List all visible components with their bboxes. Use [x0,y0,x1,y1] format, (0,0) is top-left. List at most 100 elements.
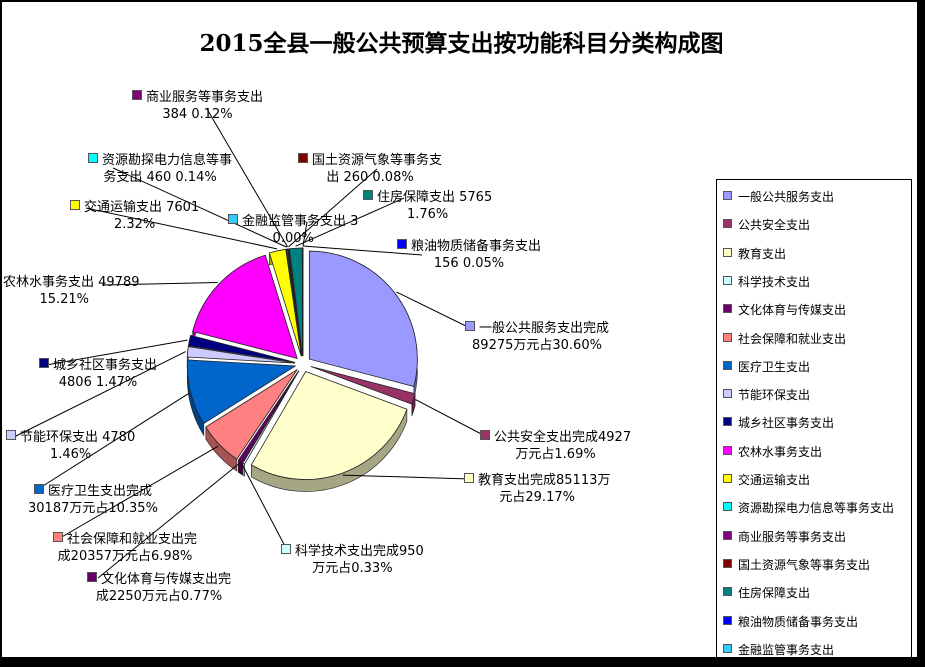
legend-swatch [723,615,732,625]
slice-13-label-text: 商业服务等事务支出 [146,90,264,105]
slice-14 [287,248,303,357]
legend-label: 节能环保支出 [738,388,811,403]
legend-label: 农林水事务支出 [738,444,823,459]
slice-6-label-text: 成20357万元占6.98% [57,549,193,564]
legend-swatch [723,502,732,512]
legend-swatch [723,643,732,653]
slice-14-leader-line [288,168,378,248]
legend-swatch [723,275,732,285]
legend-item: 粮油物质储备事务支出 [723,613,858,630]
slice-10-label-text: 15.21% [39,292,90,307]
slice-5-data-label: 文化体育与传媒支出完 成2250万元占0.77% [87,571,231,605]
legend-label: 城乡社区事务支出 [738,416,835,431]
slice-1 [308,250,418,387]
slice-5-label-text: 成2250万元占0.77% [95,589,223,604]
slice-13-data-label: 商业服务等事务支出 384 0.12% [132,89,263,123]
slice-13-leader-line [206,108,289,248]
slice-2-label-text: 公共安全支出完成4927 [494,430,632,445]
legend-swatch [723,445,732,455]
slice-6-data-label: 社会保障和就业支出完成20357万元占6.98% [53,531,197,565]
slice-7-data-label: 医疗卫生支出完成 30187万元占10.35% [28,483,158,517]
legend-swatch [723,360,732,370]
legend-item: 金融监管事务支出 [723,641,834,657]
slice-4-label-swatch [281,544,291,554]
legend-label: 粮油物质储备事务支出 [738,614,859,629]
slice-3-label-text: 元占29.17% [499,490,575,505]
legend-swatch [723,587,732,597]
slice-15-leader-line [295,197,405,247]
slice-5-leader-line [97,462,240,579]
slice-4-side [242,462,245,477]
slice-12-label-text: 务支出 460 0.14% [103,170,217,185]
slice-16-label-text: 156 0.05% [433,256,505,271]
slice-14-label-text: 国土资源气象等事务支 [312,153,443,168]
legend-label: 交通运输支出 [738,473,811,487]
slice-13-label-swatch [132,90,142,100]
slice-15-label-text: 1.76% [406,207,449,222]
slice-8-label-text: 1.46% [49,447,92,462]
legend-item: 一般公共服务支出 [723,188,834,205]
slice-11-leader-line [85,207,278,250]
slice-8-label-text: 节能环保支出 4780 [20,430,136,445]
chart-title: 2015全县一般公共预算支出按功能科目分类构成图 [199,30,724,57]
slice-8-leader-line [11,351,186,439]
slice-17-data-label: 金融监管事务支出 3 0.00% [228,213,358,247]
legend-swatch [723,304,732,314]
legend-item: 文化体育与传媒支出 [723,301,846,318]
legend-item: 节能环保支出 [723,386,810,403]
slice-1-label-text: 89275万元占30.60% [472,338,602,353]
slice-8 [186,346,296,364]
legend-label: 资源勘探电力信息等事务支出 [738,501,895,516]
slice-4-leader-line [242,465,288,551]
slice-12-label-swatch [88,153,98,163]
slice-9-label-text: 4806 1.47% [58,375,138,390]
slice-10 [192,254,298,360]
slice-6-leader-line [59,445,219,539]
legend-label: 一般公共服务支出 [738,190,835,204]
slice-7-label-swatch [33,484,44,494]
slice-3-label-swatch [464,473,474,483]
slice-3-data-label: 教育支出完成85113万 元占29.17% [464,472,610,506]
slice-3-leader-line [342,474,471,480]
legend-item: 医疗卫生支出 [723,358,810,375]
slice-16-label-swatch [397,239,407,249]
legend-item: 国土资源气象等事务支出 [723,556,870,573]
slice-15-label-text: 住房保障支出 5765 [377,190,493,205]
legend-item: 城乡社区事务支出 [723,414,834,431]
slice-10-label-text: 农林水事务支出 49789 [3,275,140,290]
legend: 一般公共服务支出 公共安全支出 教育支出 科学技术支出 文化体育与传媒支出 社会保障和就业… [716,179,912,657]
legend-swatch [723,530,732,540]
legend-item: 公共安全支出 [723,216,810,233]
legend-label: 教育支出 [738,246,787,261]
pie-chart [11,108,488,579]
slice-10-leader-line [101,282,218,286]
slice-11 [268,248,302,357]
slice-16-data-label: 粮油物质储备事务支出 156 0.05% [397,238,541,272]
slice-6-label-swatch [53,532,63,542]
legend-item: 教育支出 [723,245,786,262]
slice-17-label-swatch [228,214,238,224]
slice-16-label-text: 粮油物质储备事务支出 [411,239,542,254]
slice-4-data-label: 科学技术支出完成950 万元占0.33% [281,543,424,577]
slice-14-label-text: 出 260 0.08% [326,170,414,185]
slice-6-label-text: 社会保障和就业支出完 [67,532,198,547]
slice-8-label-swatch [6,430,16,440]
slice-9-label-text: 城乡社区事务支出 [53,358,158,373]
slice-8-data-label: 节能环保支出 4780 1.46% [6,429,135,463]
slice-15 [288,247,303,357]
legend-swatch [723,389,732,399]
legend-item: 资源勘探电力信息等事务支出 [723,499,894,516]
legend-label: 商业服务等事务支出 [738,529,847,544]
legend-swatch [723,247,732,257]
legend-item: 交通运输支出 [723,471,810,488]
legend-label: 文化体育与传媒支出 [738,303,847,318]
slice-1-label-text: 一般公共服务支出完成 [479,321,610,336]
slice-13-label-text: 384 0.12% [162,107,233,122]
slice-6 [205,369,298,460]
slice-5-label-swatch [87,572,97,582]
legend-swatch [723,417,732,427]
slice-7-leader-line [34,393,190,492]
slice-17-leader-line [302,221,308,247]
slice-7 [186,359,297,425]
slice-1-leader-line [396,291,475,331]
